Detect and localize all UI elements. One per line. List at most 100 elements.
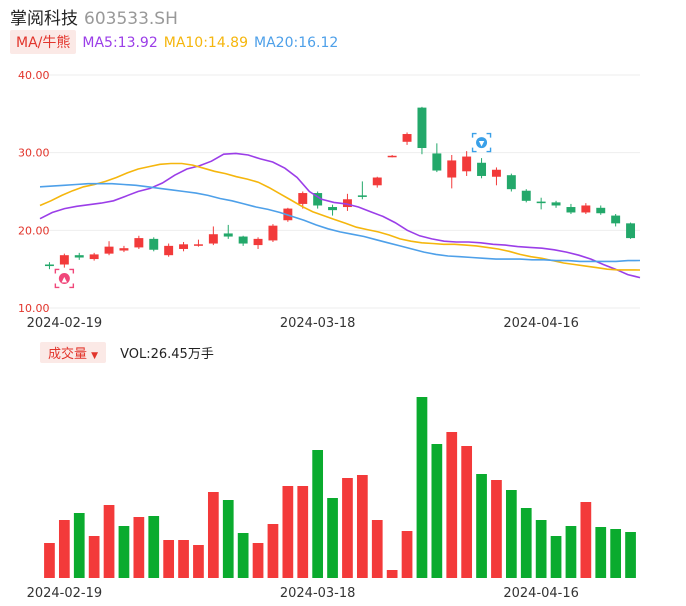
volume-bar[interactable] xyxy=(535,520,547,578)
volume-bar[interactable] xyxy=(252,543,264,578)
volume-bar[interactable] xyxy=(118,526,130,578)
volume-bar[interactable] xyxy=(342,478,353,578)
candle-up[interactable] xyxy=(134,238,144,248)
volume-bar[interactable] xyxy=(386,570,398,578)
candle-up[interactable] xyxy=(89,254,99,260)
volume-bar[interactable] xyxy=(505,490,517,578)
buy-signal-icon[interactable]: ▲ xyxy=(54,268,75,289)
candle-down[interactable] xyxy=(238,236,248,244)
volume-bar[interactable] xyxy=(267,524,279,578)
candle-down[interactable] xyxy=(521,190,531,201)
volume-bar[interactable] xyxy=(58,520,70,578)
volume-bar[interactable] xyxy=(565,526,577,578)
candle-up[interactable] xyxy=(268,225,278,241)
candle-down[interactable] xyxy=(566,207,576,213)
volume-bar[interactable] xyxy=(610,529,622,578)
candle-down[interactable] xyxy=(357,195,367,197)
volume-bar[interactable] xyxy=(416,397,428,578)
volume-bar[interactable] xyxy=(178,540,189,578)
candle-down[interactable] xyxy=(149,238,159,250)
candle-down[interactable] xyxy=(551,202,561,206)
candle-down[interactable] xyxy=(223,233,233,237)
candle-up[interactable] xyxy=(372,177,382,186)
volume-bar[interactable] xyxy=(207,492,219,578)
candle-up[interactable] xyxy=(447,160,457,178)
candle-up[interactable] xyxy=(164,245,174,256)
volume-bar[interactable] xyxy=(222,500,234,578)
volume-bar[interactable] xyxy=(44,543,55,578)
candle-up[interactable] xyxy=(462,156,472,172)
volume-bar[interactable] xyxy=(148,516,160,578)
candle-up[interactable] xyxy=(387,155,397,158)
volume-x-tick-label: 2024-04-16 xyxy=(503,586,579,601)
candle-up[interactable] xyxy=(402,134,412,142)
candle-down[interactable] xyxy=(328,207,338,211)
candle-up[interactable] xyxy=(119,248,129,251)
volume-bar[interactable] xyxy=(371,520,383,578)
candle-down[interactable] xyxy=(432,153,442,171)
volume-bar[interactable] xyxy=(73,513,85,578)
volume-toggle-label: 成交量 xyxy=(48,347,88,362)
candle-up[interactable] xyxy=(491,169,501,177)
candle-up[interactable] xyxy=(342,199,352,208)
price-x-tick-label: 2024-03-18 xyxy=(280,316,356,330)
volume-toggle-button[interactable]: 成交量 ▼ xyxy=(40,342,107,363)
candle-down[interactable] xyxy=(44,264,54,267)
volume-bar[interactable] xyxy=(491,480,502,578)
candle-up[interactable] xyxy=(193,244,203,246)
candle-up[interactable] xyxy=(253,238,263,246)
candle-down[interactable] xyxy=(417,107,427,149)
dropdown-triangle-icon: ▼ xyxy=(91,351,99,361)
volume-bar[interactable] xyxy=(446,432,458,578)
volume-bar[interactable] xyxy=(625,532,636,578)
ma-line-ma20 xyxy=(39,182,641,263)
stock-name: 掌阅科技 xyxy=(10,9,78,29)
candle-down[interactable] xyxy=(506,175,516,190)
candle-up[interactable] xyxy=(104,246,114,254)
volume-value: VOL:26.45万手 xyxy=(120,347,214,362)
candle-down[interactable] xyxy=(313,193,323,206)
ma-legend: MA/牛熊 MA5:13.92 MA10:14.89 MA20:16.12 xyxy=(10,30,338,54)
ma5-label: MA5:13.92 xyxy=(82,35,158,51)
volume-bar[interactable] xyxy=(401,531,413,578)
volume-bar[interactable] xyxy=(476,474,487,578)
price-x-tick-label: 2024-02-19 xyxy=(27,316,103,330)
candle-up[interactable] xyxy=(208,234,218,244)
volume-bar[interactable] xyxy=(550,536,562,578)
candle-down[interactable] xyxy=(626,223,636,239)
candle-up[interactable] xyxy=(298,193,308,204)
volume-bar[interactable] xyxy=(237,533,249,578)
volume-bar[interactable] xyxy=(327,498,338,578)
candle-down[interactable] xyxy=(74,255,84,258)
price-y-tick-label: 30.00 xyxy=(18,147,50,160)
price-y-tick-label: 40.00 xyxy=(18,69,50,82)
volume-bar[interactable] xyxy=(580,502,592,578)
volume-bar[interactable] xyxy=(595,527,607,578)
candle-up[interactable] xyxy=(59,255,69,265)
volume-bar[interactable] xyxy=(282,486,294,578)
candle-down[interactable] xyxy=(477,162,487,176)
ma-line-ma10 xyxy=(39,162,641,271)
volume-bar[interactable] xyxy=(461,446,473,578)
volume-bar[interactable] xyxy=(193,545,204,578)
volume-bar[interactable] xyxy=(431,444,443,578)
volume-bar[interactable] xyxy=(297,486,309,578)
candle-down[interactable] xyxy=(596,207,606,214)
volume-bar[interactable] xyxy=(163,540,175,578)
price-x-tick-label: 2024-04-16 xyxy=(503,316,579,330)
candle-up[interactable] xyxy=(179,244,189,249)
stock-code: 603533.SH xyxy=(84,9,178,29)
volume-bar[interactable] xyxy=(133,517,145,578)
volume-bar[interactable] xyxy=(88,536,100,578)
svg-text:▼: ▼ xyxy=(479,140,485,148)
volume-bar[interactable] xyxy=(356,475,368,578)
volume-bar[interactable] xyxy=(103,505,115,578)
candle-down[interactable] xyxy=(611,215,621,224)
sell-signal-icon[interactable]: ▼ xyxy=(471,132,492,153)
ma-toggle-button[interactable]: MA/牛熊 xyxy=(10,30,77,54)
candle-down[interactable] xyxy=(536,201,546,204)
volume-bar[interactable] xyxy=(520,508,532,578)
volume-bar[interactable] xyxy=(312,450,324,578)
candle-up[interactable] xyxy=(581,205,591,213)
